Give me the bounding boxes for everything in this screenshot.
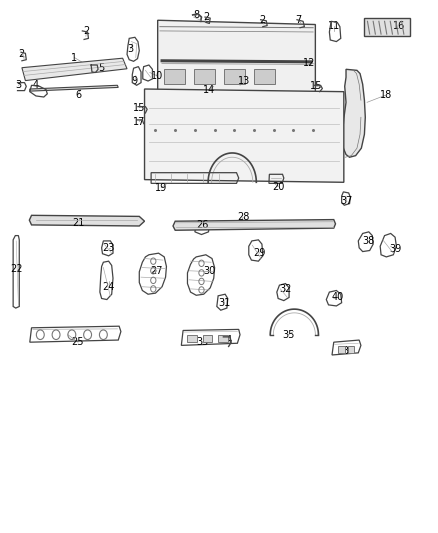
Text: 25: 25 (72, 337, 84, 347)
Text: 31: 31 (218, 298, 230, 308)
Text: 1: 1 (71, 53, 78, 62)
Text: 15: 15 (310, 82, 322, 91)
Polygon shape (22, 58, 127, 80)
Text: 13: 13 (238, 76, 251, 86)
Polygon shape (343, 69, 365, 157)
Polygon shape (30, 85, 118, 91)
Text: 2: 2 (204, 12, 210, 22)
Text: 6: 6 (75, 90, 81, 100)
Text: 8: 8 (193, 10, 199, 20)
Bar (194, 69, 215, 84)
Text: 27: 27 (151, 266, 163, 276)
Bar (203, 335, 212, 342)
Bar (187, 335, 197, 342)
Bar (224, 69, 245, 84)
Text: 17: 17 (133, 117, 145, 126)
Text: 39: 39 (389, 245, 401, 254)
Bar (254, 69, 275, 84)
Text: 38: 38 (363, 236, 375, 246)
Text: 40: 40 (332, 293, 344, 302)
Bar (338, 346, 345, 353)
Text: 19: 19 (155, 183, 167, 192)
Text: 33: 33 (196, 337, 208, 347)
Text: 16: 16 (393, 21, 406, 30)
Text: 22: 22 (11, 264, 23, 274)
Text: 15: 15 (133, 103, 145, 112)
Text: 5: 5 (99, 63, 105, 73)
Text: 3: 3 (127, 44, 134, 54)
Polygon shape (158, 20, 315, 96)
Text: 30: 30 (203, 266, 215, 276)
Text: 35: 35 (282, 330, 294, 340)
Polygon shape (145, 89, 344, 182)
Text: 2: 2 (84, 26, 90, 36)
Bar (164, 69, 185, 84)
Text: 23: 23 (102, 243, 115, 253)
Text: 9: 9 (132, 76, 138, 86)
Text: 14: 14 (203, 85, 215, 94)
Polygon shape (173, 220, 336, 230)
Text: 12: 12 (303, 58, 315, 68)
Text: 4: 4 (33, 80, 39, 90)
Text: 11: 11 (328, 21, 340, 30)
Text: 34: 34 (221, 335, 233, 345)
Text: 29: 29 (253, 248, 265, 258)
Text: 20: 20 (272, 182, 284, 191)
Text: 28: 28 (237, 213, 249, 222)
Text: 2: 2 (18, 50, 24, 59)
Text: 37: 37 (341, 197, 353, 206)
Text: 7: 7 (296, 15, 302, 25)
Text: 10: 10 (151, 71, 163, 80)
Text: 36: 36 (342, 346, 354, 356)
Text: 18: 18 (380, 90, 392, 100)
Text: 32: 32 (279, 284, 292, 294)
Polygon shape (29, 215, 145, 226)
Text: 24: 24 (102, 282, 115, 292)
Text: 21: 21 (72, 218, 84, 228)
Bar (364, 18, 410, 36)
Bar (218, 335, 228, 342)
Bar (348, 346, 354, 353)
Text: 3: 3 (15, 80, 21, 90)
Text: 2: 2 (259, 15, 265, 25)
Text: 26: 26 (196, 220, 208, 230)
